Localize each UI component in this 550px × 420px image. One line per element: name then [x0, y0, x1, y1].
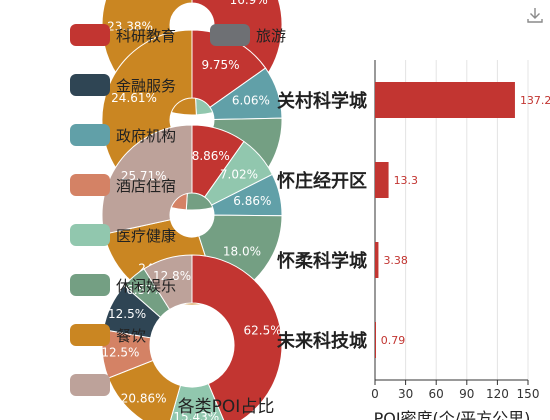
- x-axis-label: POI密度(个/平方公里): [374, 409, 531, 420]
- x-tick-label: 30: [398, 387, 413, 401]
- pie-slice-label: 6.86%: [233, 194, 271, 208]
- pie-slice-label: 20.86%: [121, 391, 167, 405]
- pie-slice[interactable]: [143, 254, 193, 311]
- pie-slice-label: 8.86%: [192, 149, 230, 163]
- pie-slice-label: 16.9%: [230, 0, 268, 7]
- pie-slice-label: 25.71%: [121, 169, 167, 183]
- pie-slice-label: 18.0%: [223, 245, 261, 259]
- pie-slice[interactable]: [191, 254, 283, 420]
- legend-label: 休闲娱乐: [116, 276, 177, 295]
- pie-chart: 16.9%5.77%23.38%9.75%6.06%16.88%6.78%24.…: [101, 0, 283, 420]
- legend-swatch: [70, 374, 110, 396]
- bar[interactable]: [375, 162, 389, 198]
- y-category-label: 怀庄经开区: [277, 170, 367, 192]
- pie-slice[interactable]: [167, 383, 227, 420]
- y-category-label: 未来科技城: [277, 330, 367, 352]
- download-icon[interactable]: [526, 6, 544, 24]
- bar-value-label: 13.3: [394, 174, 419, 187]
- bar[interactable]: [375, 82, 515, 118]
- legend-label: 医疗健康: [116, 226, 177, 245]
- bar-value-label: 0.79: [381, 334, 406, 347]
- legend-item-tourism[interactable]: 旅游: [210, 22, 286, 48]
- pie-slice-label: 24.61%: [111, 91, 157, 105]
- pie-slice-label: 62.5%: [244, 324, 282, 338]
- legend-item-medical[interactable]: 医疗健康: [70, 222, 176, 248]
- pie-slice-label: 23.38%: [107, 20, 153, 34]
- pie-slice-label: 12.5%: [101, 345, 139, 359]
- pie-title: 各类POI占比: [178, 397, 275, 417]
- pie-ring: 62.5%15.43%20.86%12.5%12.5%6.57%12.8%: [101, 254, 283, 420]
- legend-label: 金融服务: [116, 76, 177, 95]
- x-tick-label: 60: [429, 387, 444, 401]
- legend-swatch: [70, 24, 110, 46]
- legend-item-hotel[interactable]: 酒店住宿: [70, 172, 176, 198]
- bar[interactable]: [375, 322, 376, 358]
- pie-slice-label: 15.43%: [173, 410, 219, 420]
- x-tick-label: 0: [371, 387, 379, 401]
- legend-label: 政府机构: [116, 126, 177, 145]
- legend-item-food[interactable]: 餐饮: [70, 322, 146, 348]
- y-category-label: 关村科学城: [277, 90, 367, 112]
- bar[interactable]: [375, 242, 379, 278]
- x-tick-label: 120: [486, 387, 509, 401]
- legend-item-sci-edu[interactable]: 科研教育: [70, 22, 176, 48]
- legend-item-other[interactable]: [70, 372, 116, 398]
- legend-item-gov[interactable]: 政府机构: [70, 122, 176, 148]
- legend-swatch: [210, 24, 250, 46]
- pie-slice-label: 12.8%: [153, 269, 191, 283]
- legend-label: 旅游: [256, 26, 287, 45]
- legend-swatch: [70, 324, 110, 346]
- bar-value-label: 137.2: [520, 94, 550, 107]
- legend-swatch: [70, 74, 110, 96]
- legend-item-finance[interactable]: 金融服务: [70, 72, 176, 98]
- legend-label: 酒店住宿: [116, 176, 177, 195]
- legend: 科研教育 旅游 金融服务 政府机构 酒店住宿 医疗健康 休闲娱乐 餐饮: [70, 18, 310, 398]
- pie-slice-label: 12.5%: [108, 307, 146, 321]
- pie-slice-label: 7.02%: [220, 168, 258, 182]
- pie-slice-label: 9.75%: [201, 58, 239, 72]
- bar-chart: 0 30 60 90 120 150 137.2 关村科学城 13.3 怀庄经开区 3.38 怀柔科学…: [277, 60, 550, 420]
- legend-swatch: [70, 174, 110, 196]
- legend-swatch: [70, 224, 110, 246]
- pie-slice-label: 6.06%: [232, 94, 270, 108]
- bar-value-label: 3.38: [383, 254, 408, 267]
- legend-label: 科研教育: [116, 26, 177, 45]
- y-category-label: 怀柔科学城: [277, 250, 367, 272]
- x-tick-label: 150: [517, 387, 540, 401]
- legend-swatch: [70, 274, 110, 296]
- x-tick-label: 90: [459, 387, 474, 401]
- legend-swatch: [70, 124, 110, 146]
- legend-label: 餐饮: [116, 326, 147, 345]
- legend-item-leisure[interactable]: 休闲娱乐: [70, 272, 176, 298]
